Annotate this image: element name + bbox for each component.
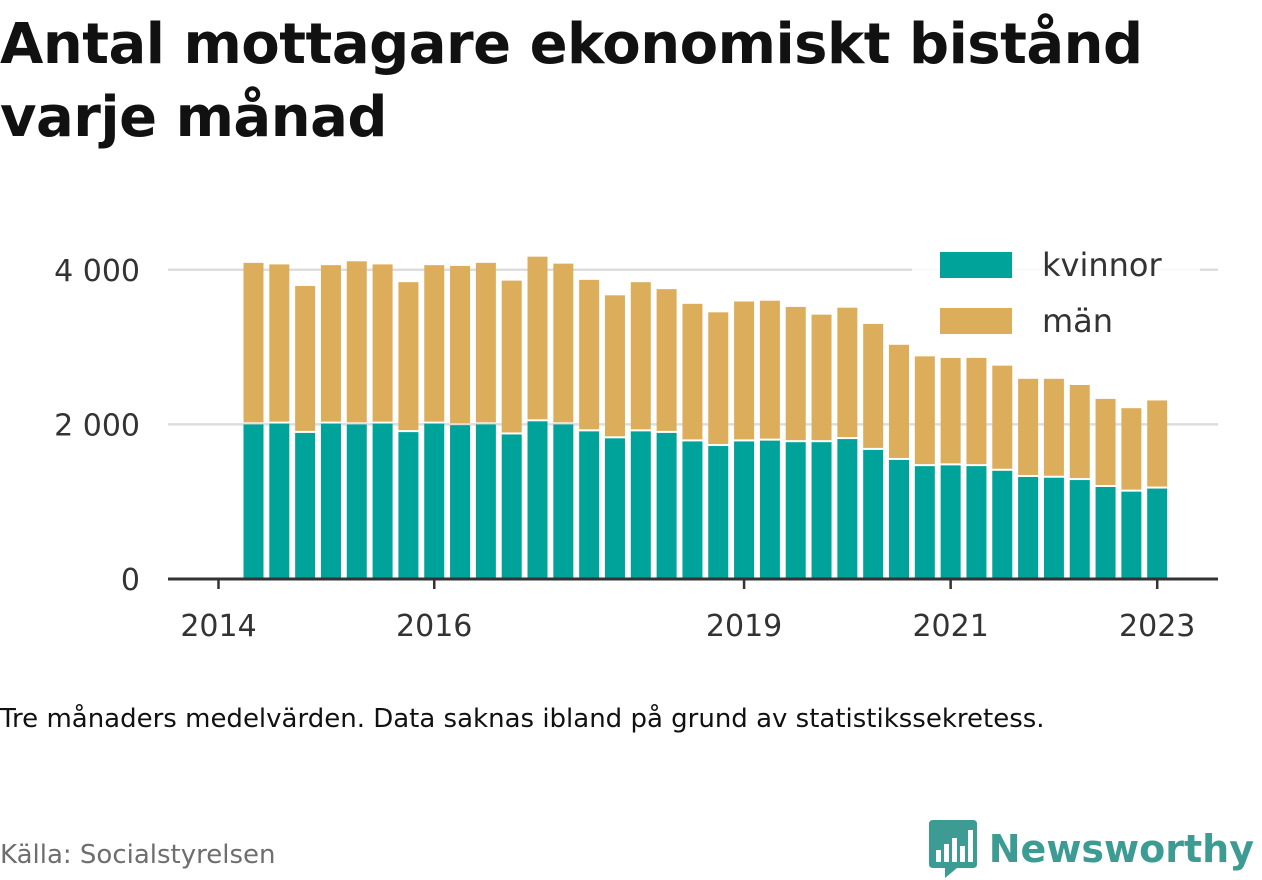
bar-man: [553, 263, 574, 423]
bar-kvinnor: [811, 442, 832, 579]
bar-man: [372, 264, 393, 422]
chart-title: Antal mottagare ekonomiskt bistånd varje…: [0, 12, 1143, 150]
bar-man: [863, 323, 884, 448]
y-axis-ticks: 0 2 000 4 000: [54, 254, 140, 598]
y-tick-label: 0: [121, 563, 140, 598]
bar-man: [1121, 408, 1142, 490]
bar-kvinnor: [372, 423, 393, 579]
bar-kvinnor: [1043, 477, 1064, 579]
bar-kvinnor: [501, 434, 522, 579]
bar-man: [604, 295, 625, 437]
bar-kvinnor: [1095, 487, 1116, 579]
x-tick-label: 2019: [706, 609, 782, 644]
bar-kvinnor: [1018, 476, 1039, 579]
bar-man: [1069, 384, 1090, 479]
bar-kvinnor: [759, 440, 780, 579]
bar-man: [992, 365, 1013, 469]
bar-kvinnor: [243, 424, 264, 579]
bar-kvinnor: [475, 424, 496, 579]
bar-man: [501, 280, 522, 433]
stacked-bar-chart: 0 2 000 4 000 2014 2016 2019 2021 2023 kvinnor…: [54, 240, 1218, 644]
bar-kvinnor: [1069, 480, 1090, 579]
bar-man: [734, 301, 755, 440]
bar-man: [269, 264, 290, 422]
newsworthy-logo: Newsworthy: [927, 818, 1254, 880]
bar-kvinnor: [1121, 491, 1142, 579]
y-tick-label: 2 000: [54, 408, 140, 443]
bar-kvinnor: [424, 423, 445, 579]
bar-kvinnor: [656, 432, 677, 579]
bar-man: [785, 306, 806, 441]
bar-kvinnor: [863, 449, 884, 579]
bar-man: [295, 286, 316, 431]
legend-swatch: [940, 252, 1012, 278]
x-tick-label: 2014: [180, 609, 256, 644]
bar-kvinnor: [682, 441, 703, 579]
bar-man: [1043, 378, 1064, 476]
bar-kvinnor: [1147, 488, 1168, 579]
bar-chart-speech-bubble-icon: [928, 820, 977, 878]
bar-man: [579, 279, 600, 430]
bar-kvinnor: [527, 421, 548, 579]
bar-man: [346, 261, 367, 423]
bar-kvinnor: [450, 425, 471, 579]
bar-kvinnor: [320, 423, 341, 579]
bar-kvinnor: [630, 431, 651, 579]
bar-man: [1018, 378, 1039, 475]
bar-man: [708, 312, 729, 445]
bar-man: [398, 282, 419, 431]
bar-man: [940, 357, 961, 464]
bar-kvinnor: [398, 432, 419, 579]
chart-note: Tre månaders medelvärden. Data saknas ib…: [0, 704, 1045, 734]
bar-man: [889, 344, 909, 458]
x-tick-label: 2023: [1119, 609, 1195, 644]
bar-man: [966, 357, 987, 465]
bar-man: [243, 262, 264, 423]
x-tick-label: 2016: [396, 609, 472, 644]
bar-kvinnor: [966, 466, 987, 579]
x-tick-label: 2021: [912, 609, 988, 644]
bar-kvinnor: [940, 465, 961, 579]
legend-swatch: [940, 308, 1012, 334]
bar-man: [630, 282, 651, 430]
legend: kvinnor män: [912, 240, 1200, 350]
bar-kvinnor: [579, 431, 600, 579]
bar-kvinnor: [553, 424, 574, 579]
bar-kvinnor: [604, 438, 625, 579]
bar-man: [1147, 400, 1168, 487]
bar-kvinnor: [734, 441, 755, 579]
bar-man: [837, 307, 858, 438]
bar-kvinnor: [785, 442, 806, 579]
bar-man: [475, 262, 496, 423]
bar-man: [424, 265, 445, 422]
bar-kvinnor: [992, 470, 1013, 579]
bar-man: [320, 265, 341, 422]
legend-label: kvinnor: [1042, 246, 1163, 284]
brand-name: Newsworthy: [988, 827, 1254, 871]
bar-kvinnor: [914, 466, 935, 579]
bar-man: [656, 289, 677, 431]
bar-kvinnor: [269, 423, 290, 579]
bar-kvinnor: [837, 439, 858, 579]
legend-label: män: [1042, 302, 1113, 340]
bar-kvinnor: [889, 459, 909, 579]
bar-man: [682, 303, 703, 440]
x-axis-ticks: 2014 2016 2019 2021 2023: [180, 579, 1195, 644]
bar-man: [914, 356, 935, 465]
source-credit: Källa: Socialstyrelsen: [0, 840, 276, 870]
bar-man: [1095, 398, 1116, 486]
bar-man: [759, 300, 780, 439]
bar-man: [450, 265, 471, 424]
bar-man: [527, 256, 548, 420]
bar-kvinnor: [346, 424, 367, 579]
bar-kvinnor: [295, 432, 316, 579]
y-tick-label: 4 000: [54, 254, 140, 289]
bars: [243, 256, 1168, 579]
bar-kvinnor: [708, 446, 729, 579]
bar-man: [811, 314, 832, 441]
